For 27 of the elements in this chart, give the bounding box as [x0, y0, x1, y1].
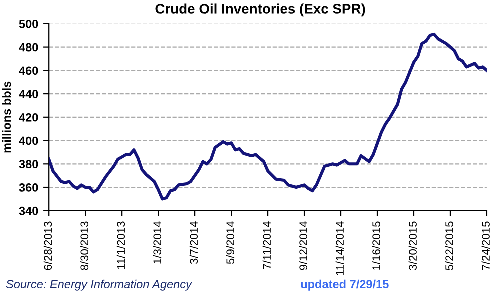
y-tick-label: 440: [19, 90, 38, 98]
x-tick-label: 9/12/2014: [299, 222, 308, 270]
y-axis-title: millions bbls: [2, 82, 12, 153]
y-tick-label: 460: [19, 66, 38, 76]
x-tick-label: 6/28/2013: [44, 222, 52, 270]
source-note: Source: Energy Information Agency: [6, 280, 193, 291]
x-tick-label: 5/22/2015: [445, 222, 454, 270]
y-tick-label: 360: [19, 184, 38, 192]
y-tick-label: 500: [19, 20, 38, 28]
x-tick-label: 3/7/2014: [190, 222, 198, 264]
x-tick-label: 11/14/2014: [336, 222, 344, 276]
x-tick-label: 3/20/2015: [408, 222, 417, 270]
y-tick-label: 340: [19, 206, 38, 216]
x-tick-label: 11/1/2013: [116, 222, 126, 270]
x-tick-label: 7/24/2015: [482, 222, 490, 270]
y-tick-label: 420: [19, 113, 38, 122]
text: updated 7/29/15: [301, 280, 389, 291]
x-tick-label: 1/16/2015: [372, 222, 380, 270]
x-tick-label: 7/11/2014: [262, 222, 272, 270]
x-tick-label: 8/30/2013: [80, 222, 89, 270]
chart-title: Crude Oil Inventories (Exc SPR): [156, 4, 366, 17]
y-tick-label: 380: [19, 160, 38, 169]
x-tick-label: 1/3/2014: [153, 222, 162, 264]
x-tick-label: 5/9/2014: [226, 222, 235, 264]
y-tick-label: 480: [19, 43, 38, 52]
y-tick-label: 400: [19, 136, 38, 146]
line-series: [49, 32, 487, 201]
